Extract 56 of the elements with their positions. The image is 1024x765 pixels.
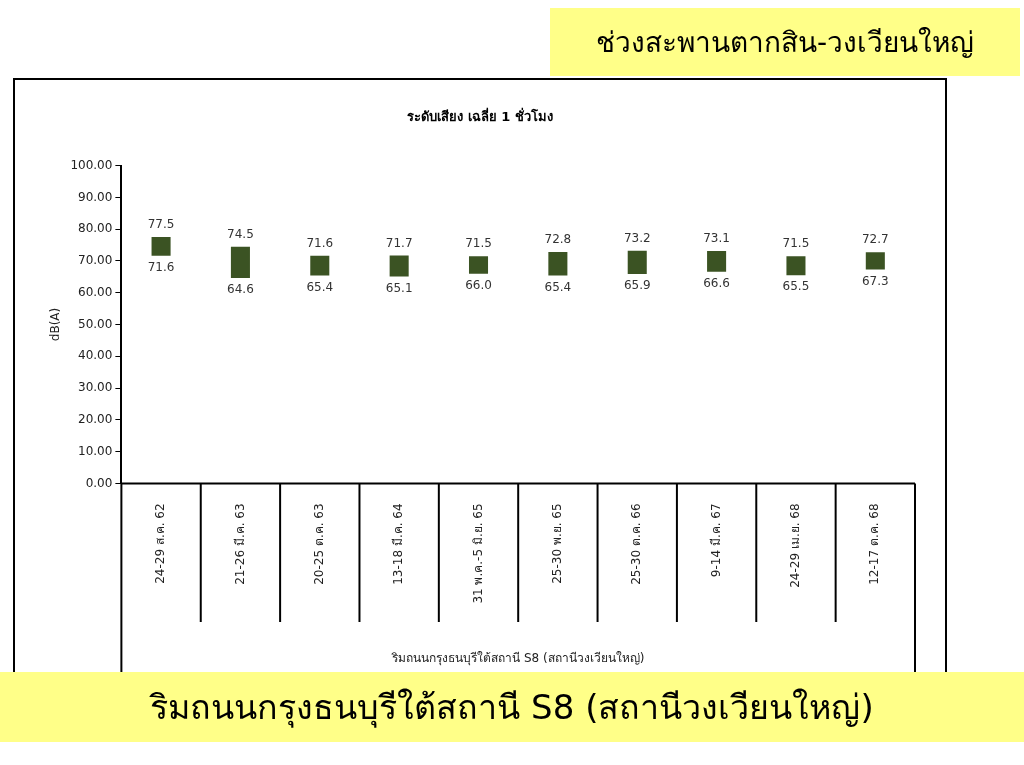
bar — [151, 237, 171, 256]
y-axis-title: dB(A) — [48, 307, 63, 342]
y-tick-label: 20.00 — [78, 411, 113, 426]
bar — [468, 256, 489, 274]
x-tick-label: 21-26 มี.ค. 63 — [232, 503, 247, 585]
y-tick-label: 40.00 — [78, 348, 113, 363]
bar — [707, 251, 727, 272]
y-tick-label: 0.00 — [85, 475, 113, 490]
annotation: 72.7 — [861, 232, 889, 247]
y-tick-label: 50.00 — [78, 316, 113, 331]
y-tick-label: 80.00 — [78, 221, 113, 236]
y-tick-label: 30.00 — [78, 380, 113, 395]
x-tick-label: 9-14 มี.ค. 67 — [708, 503, 723, 578]
x-axis-title: ริมถนนกรุงธนบุรีใต้สถานี S8 (สถานีวงเวียนใหญ่) — [391, 650, 645, 666]
bar — [548, 252, 568, 276]
y-tick-label: 10.00 — [78, 443, 113, 458]
x-tick-label: 24-29 เม.ย. 68 — [788, 503, 803, 588]
annotation: 71.7 — [385, 235, 413, 250]
chart-title: ระดับเสียง เฉลี่ย 1 ชั่วโมง — [407, 107, 553, 125]
y-tick-label: 70.00 — [78, 253, 113, 268]
x-tick-label: 20-25 ต.ค. 63 — [311, 503, 326, 585]
y-tick-label: 60.00 — [78, 284, 113, 299]
bar — [786, 256, 806, 276]
x-tick-label: 13-18 มี.ค. 64 — [391, 503, 406, 585]
y-tick-label: 90.00 — [78, 189, 113, 204]
annotation: 67.3 — [861, 273, 889, 288]
annotation: 77.5 — [147, 217, 175, 232]
chart-subtitle: ช่วงสะพานตากสิน-วงเวียนใหญ่ — [550, 8, 1020, 76]
bar — [627, 250, 647, 274]
bar — [389, 255, 409, 277]
bar — [230, 246, 250, 279]
annotation: 71.6 — [306, 235, 334, 250]
annotation: 74.5 — [227, 226, 254, 241]
x-tick-label: 12-17 ต.ค. 68 — [867, 503, 882, 585]
x-tick-label: 24-29 ส.ค. 62 — [153, 503, 168, 584]
y-tick-label: 100.00 — [70, 157, 113, 172]
annotation: 71.6 — [147, 259, 175, 274]
annotation: 65.4 — [306, 279, 334, 294]
x-tick-label: 25-30 ต.ค. 66 — [629, 503, 644, 585]
annotation: 71.5 — [465, 236, 492, 251]
bar — [865, 252, 885, 270]
annotation: 66.6 — [703, 275, 730, 290]
bar — [310, 255, 330, 276]
x-tick-label: 25-30 พ.ย. 65 — [550, 503, 564, 584]
annotation: 73.1 — [703, 231, 730, 246]
annotation: 65.9 — [623, 278, 651, 293]
annotation: 64.6 — [227, 282, 254, 297]
annotation: 65.1 — [385, 280, 413, 295]
annotation: 73.2 — [623, 230, 651, 245]
annotation: 65.4 — [544, 279, 572, 294]
x-tick-label: 31 พ.ค.-5 มิ.ย. 65 — [470, 503, 485, 604]
annotation: 71.5 — [782, 236, 810, 251]
annotation: 72.8 — [544, 232, 572, 247]
annotation: 65.5 — [782, 279, 810, 294]
annotation: 66.0 — [465, 277, 492, 292]
text: ริมถนนกรุงธนบุรีใต้สถานี S8 (สถานีวงเวียนใหญ่) — [0, 672, 1024, 742]
